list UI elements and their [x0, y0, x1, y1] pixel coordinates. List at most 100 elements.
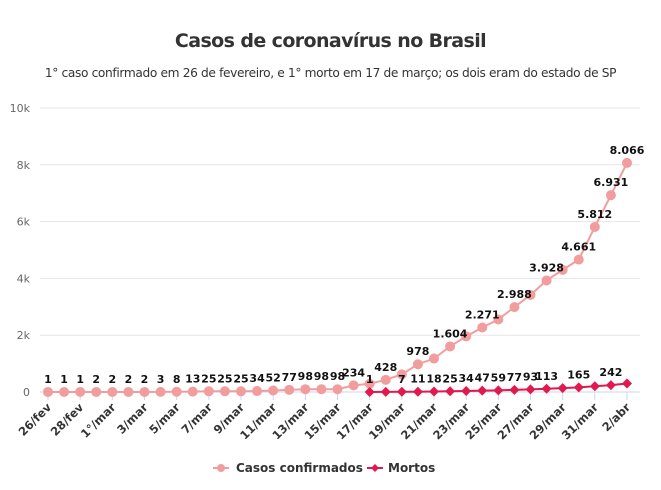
data-label: 25 — [233, 372, 248, 385]
point-casos — [412, 359, 423, 370]
chart-subtitle: 1° caso confirmado em 26 de fevereiro, e… — [44, 66, 617, 80]
point-casos — [139, 386, 150, 397]
x-tick-label: 3/mar — [114, 400, 151, 437]
point-mortos — [525, 384, 536, 395]
x-tick-label: 1°/mar — [78, 400, 119, 441]
x-tick-label: 5/mar — [146, 400, 183, 437]
x-tick-label: 2/abr — [599, 400, 633, 434]
point-mortos — [573, 382, 584, 393]
data-label: 165 — [567, 368, 590, 381]
data-label: 2.988 — [497, 288, 532, 301]
data-label: 428 — [374, 361, 397, 374]
point-casos — [316, 384, 327, 395]
point-casos — [236, 386, 246, 397]
point-casos — [541, 275, 552, 286]
data-label: 11 — [410, 373, 425, 386]
data-label: 77 — [282, 371, 297, 384]
point-mortos — [364, 386, 375, 397]
point-casos — [380, 374, 391, 385]
point-casos — [396, 369, 407, 380]
point-mortos — [493, 385, 504, 396]
data-label: 13 — [185, 373, 200, 386]
y-tick-label: 8k — [17, 159, 31, 172]
data-label: 34 — [459, 372, 475, 385]
legend-item-mortos[interactable]: Mortos — [367, 461, 435, 475]
point-mortos — [541, 383, 552, 394]
x-tick-label: 26/fev — [16, 400, 55, 439]
data-label: 234 — [342, 366, 365, 379]
legend-circle-icon — [217, 464, 225, 472]
point-casos — [429, 353, 439, 364]
legend-label: Casos confirmados — [236, 461, 363, 475]
y-tick-label: 4k — [17, 272, 31, 285]
data-label: 8.066 — [610, 144, 645, 157]
data-label: 3.928 — [529, 261, 564, 274]
y-tick-label: 2k — [17, 329, 31, 342]
point-casos — [461, 331, 472, 342]
point-casos — [268, 385, 279, 396]
point-casos — [123, 386, 134, 397]
data-label: 47 — [475, 372, 490, 385]
data-label: 59 — [491, 371, 506, 384]
x-tick-label: 7/mar — [178, 400, 215, 437]
data-label: 2 — [109, 373, 117, 386]
legend-item-casos[interactable]: Casos confirmados — [213, 461, 363, 475]
point-mortos — [622, 378, 632, 389]
point-mortos — [477, 385, 488, 396]
point-casos — [187, 386, 198, 397]
data-label: 18 — [426, 372, 441, 385]
point-casos — [605, 190, 616, 201]
point-casos — [252, 386, 263, 397]
point-mortos — [461, 386, 472, 397]
point-casos — [445, 341, 456, 352]
legend-diamond-icon — [371, 464, 379, 472]
series-layer — [43, 157, 632, 397]
data-label: 98 — [314, 370, 329, 383]
point-mortos — [589, 381, 600, 392]
data-label: 25 — [217, 372, 232, 385]
data-label: 77 — [507, 371, 522, 384]
series-line-casos — [48, 162, 628, 393]
point-casos — [155, 386, 166, 397]
data-label: 34 — [249, 372, 265, 385]
data-label: 52 — [266, 372, 281, 385]
x-axis: 26/fev28/fev1°/mar3/mar5/mar7/mar9/mar11… — [16, 392, 633, 442]
point-mortos — [557, 383, 568, 394]
point-casos — [284, 384, 295, 395]
data-label: 2 — [125, 373, 133, 386]
gridlines — [40, 107, 640, 393]
point-casos — [43, 386, 53, 397]
data-label: 2.271 — [465, 309, 500, 322]
data-label: 7 — [398, 373, 406, 386]
data-label: 25 — [201, 372, 216, 385]
point-casos — [477, 322, 488, 333]
y-axis: 0 2k 4k 6k 8k 10k — [10, 102, 31, 399]
point-casos — [219, 386, 230, 397]
data-label: 1 — [60, 373, 68, 386]
point-mortos — [412, 386, 423, 397]
point-casos — [203, 386, 214, 397]
point-mortos — [445, 386, 456, 397]
point-casos — [509, 302, 520, 313]
data-label: 1 — [366, 373, 374, 386]
data-label: 2 — [92, 373, 100, 386]
data-label: 1 — [76, 373, 84, 386]
legend-label: Mortos — [388, 461, 435, 475]
point-casos — [107, 386, 118, 397]
point-mortos — [380, 386, 391, 397]
data-label: 242 — [599, 366, 622, 379]
point-casos — [622, 157, 632, 168]
data-label: 6.931 — [594, 176, 629, 189]
data-label: 3 — [157, 373, 165, 386]
y-tick-label: 10k — [10, 102, 31, 115]
point-casos — [171, 386, 182, 397]
point-casos — [557, 264, 568, 275]
data-label: 25 — [442, 372, 457, 385]
y-tick-label: 6k — [17, 216, 31, 229]
point-mortos — [396, 386, 407, 397]
point-casos — [332, 384, 343, 395]
data-label: 2 — [141, 373, 149, 386]
data-label: 978 — [406, 345, 429, 358]
data-label: 4.661 — [561, 241, 596, 254]
